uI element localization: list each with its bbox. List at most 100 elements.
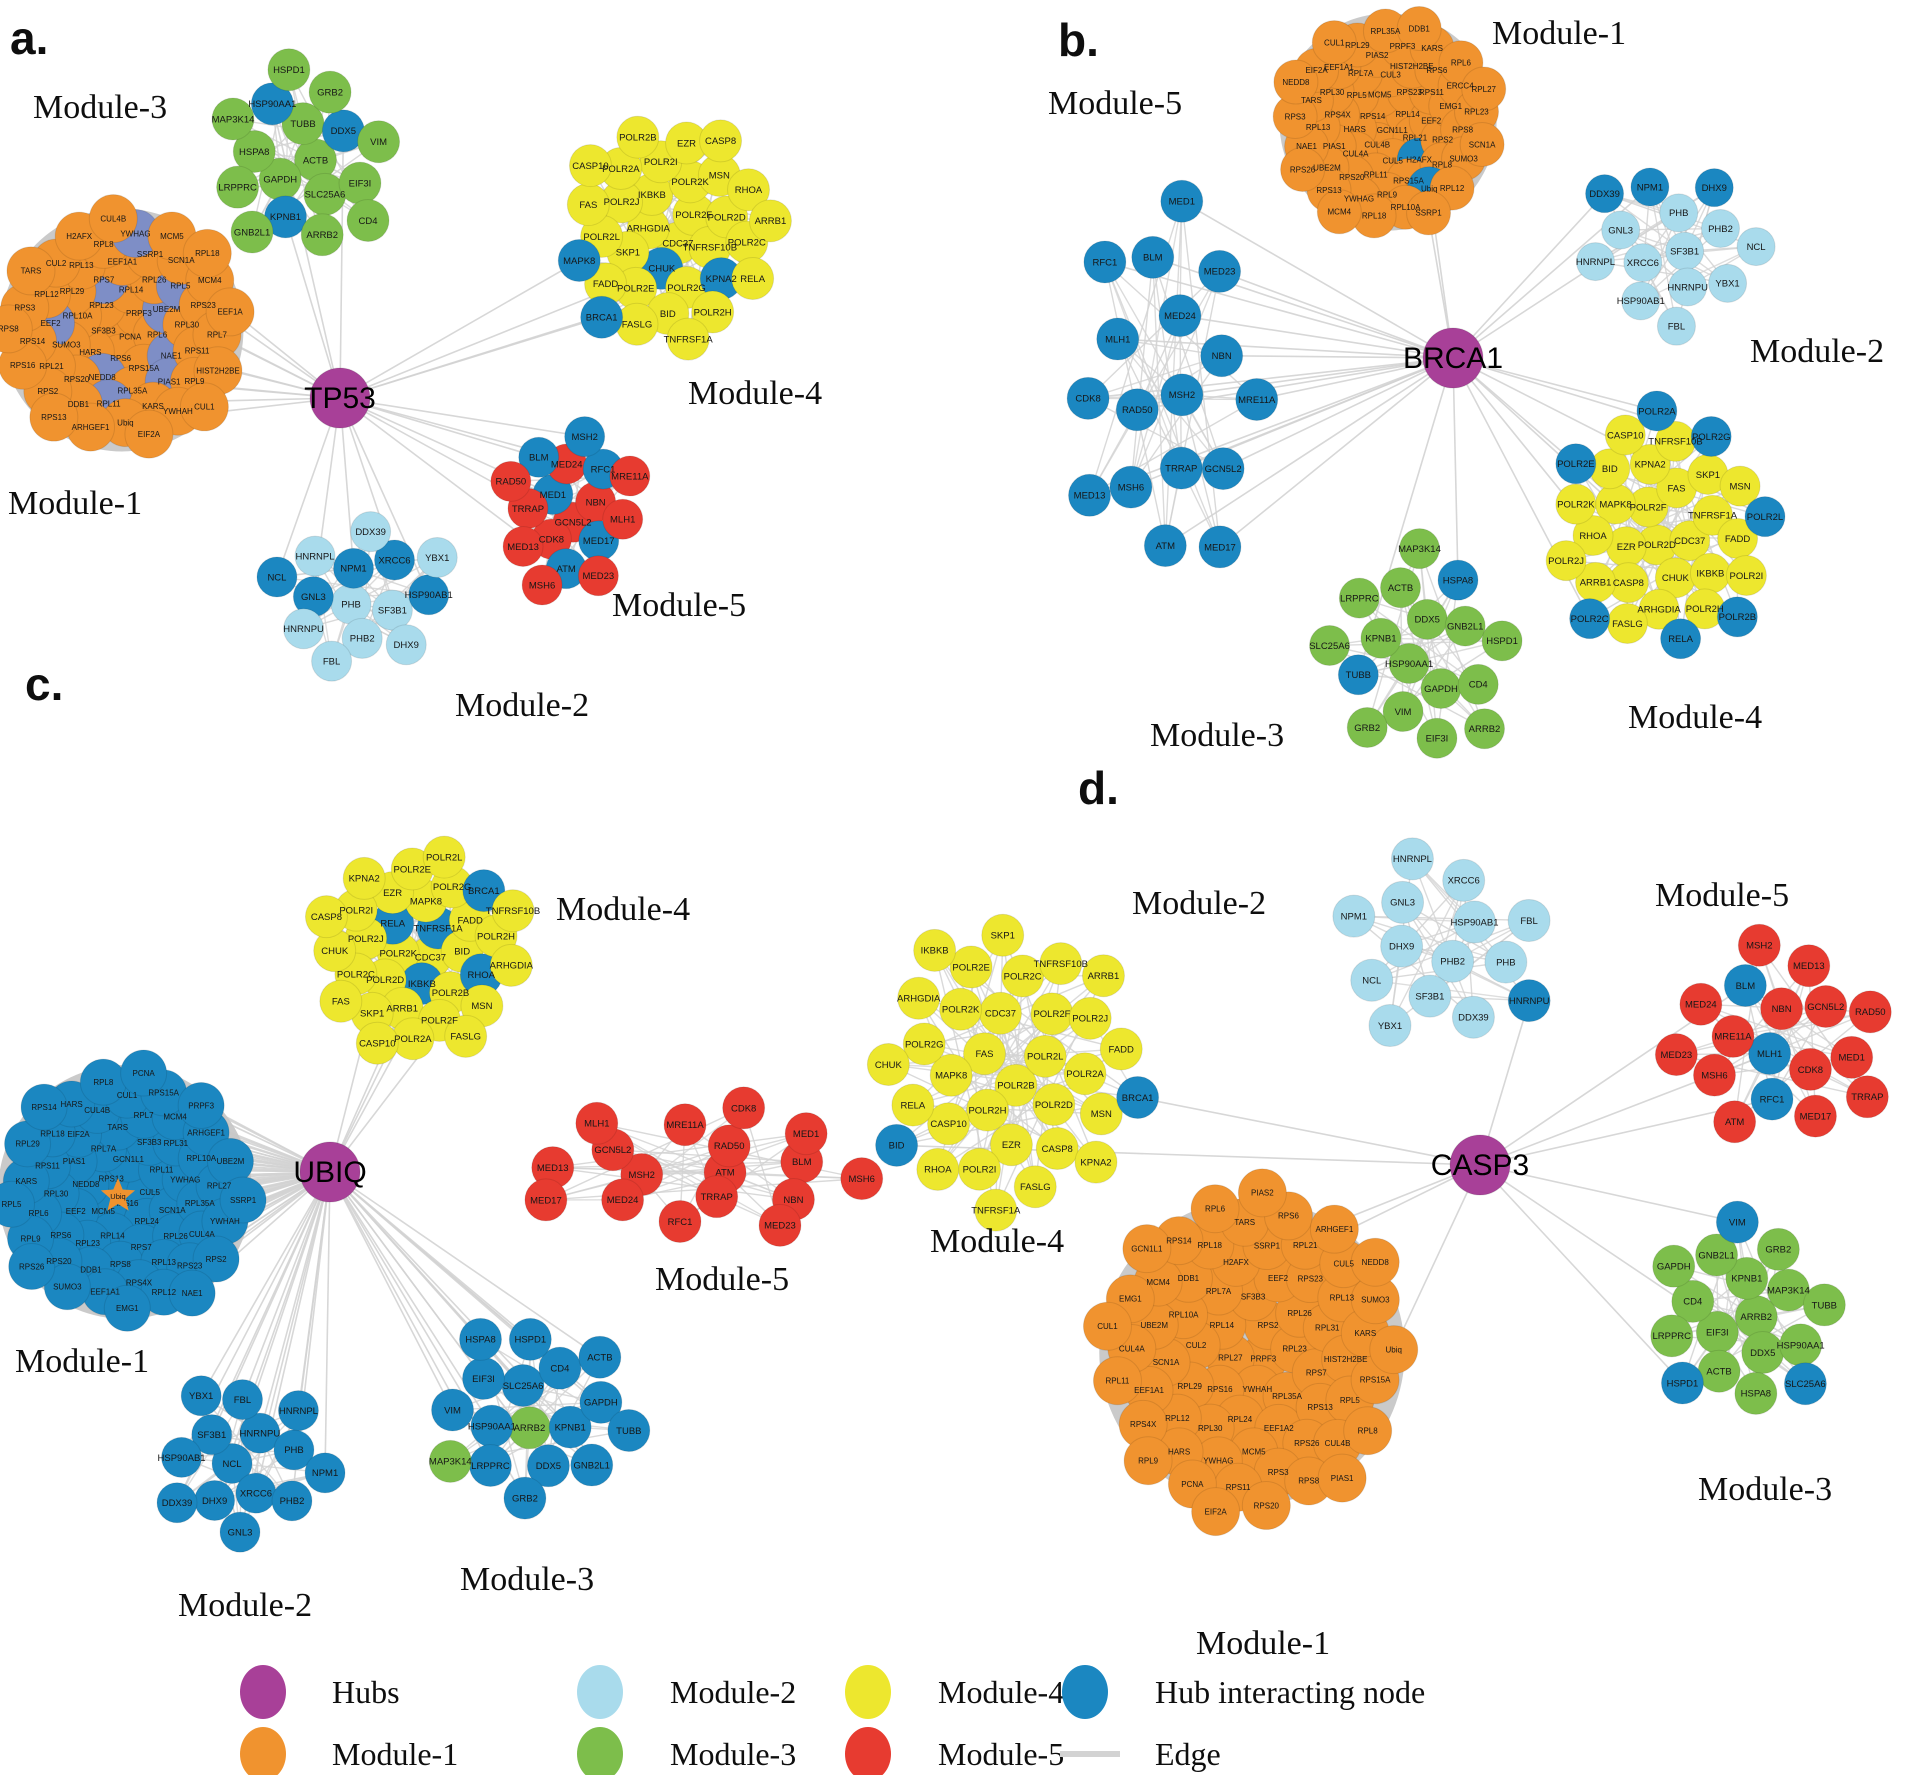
- gene-node-label: FASLG: [622, 320, 653, 331]
- gene-node-label: PHB: [341, 599, 361, 610]
- gene-node: [0, 1180, 35, 1228]
- panel-letter: a.: [10, 12, 48, 64]
- gene-node: [221, 1379, 263, 1421]
- gene-node-label: KPNA2: [706, 274, 737, 285]
- gene-node: [607, 1408, 651, 1452]
- gene-node: [981, 913, 1025, 957]
- gene-node-label: VIM: [1729, 1217, 1746, 1228]
- gene-node: [616, 115, 660, 159]
- gene-node: [444, 1014, 488, 1058]
- module-caption: Module-5: [612, 587, 746, 624]
- gene-node: [758, 1203, 802, 1247]
- gene-node-label: MED1: [793, 1129, 819, 1140]
- gene-node-label: RPL29: [1178, 1382, 1203, 1391]
- edge: [200, 1171, 331, 1397]
- gene-node: [1079, 1092, 1123, 1136]
- edge: [303, 556, 438, 630]
- gene-node-label: RPS11: [185, 346, 210, 355]
- gene-node-label: HSPD1: [1667, 1378, 1699, 1389]
- gene-node: [1416, 717, 1458, 759]
- gene-node: [521, 564, 563, 606]
- gene-node: [1451, 995, 1495, 1039]
- edge: [1452, 357, 1658, 412]
- gene-node-label: DDX5: [1750, 1348, 1775, 1359]
- gene-node: [1350, 958, 1394, 1002]
- gene-node: [267, 48, 311, 92]
- gene-node-label: FADD: [458, 916, 483, 927]
- gene-node-label: POLR2D: [366, 975, 404, 986]
- gene-node-label: GNB2L1: [1447, 621, 1483, 632]
- gene-node-label: KARS: [142, 402, 164, 411]
- gene-node-label: SSRP1: [1254, 1241, 1281, 1250]
- gene-node: [1381, 880, 1425, 924]
- gene-node-label: GRB2: [317, 87, 343, 98]
- gene-node: [1109, 465, 1153, 509]
- gene-node-label: RPL6: [147, 331, 168, 340]
- gene-node-label: PCNA: [133, 1069, 156, 1078]
- gene-node-label: CASP10: [572, 161, 608, 172]
- gene-node-label: HSPA8: [1443, 575, 1473, 586]
- gene-node: [748, 199, 792, 243]
- gene-node: [974, 1188, 1018, 1232]
- edge: [284, 216, 341, 399]
- edge: [329, 1171, 601, 1358]
- gene-node-label: CUL4A: [189, 1230, 215, 1239]
- gene-node: [1032, 1083, 1076, 1127]
- gene-node-label: ARRB1: [386, 1004, 418, 1015]
- gene-node-label: YWHAG: [170, 1176, 200, 1185]
- gene-node-label: RPL29: [60, 287, 85, 296]
- gene-node-label: XRCC6: [1448, 876, 1480, 887]
- gene-node-label: NPM1: [1341, 911, 1367, 922]
- gene-node-label: HSP90AA1: [468, 1421, 516, 1432]
- gene-node-label: RAD50: [1122, 405, 1153, 416]
- gene-node-label: NEDD8: [1362, 1258, 1390, 1267]
- gene-node-label: RPS26: [1290, 165, 1316, 174]
- gene-node-label: EEF2: [1268, 1274, 1289, 1283]
- gene-node-label: RPS3: [1268, 1468, 1289, 1477]
- gene-node-label: RPL29: [1345, 41, 1370, 50]
- gene-node: [699, 119, 743, 163]
- gene-node-label: CHUK: [1662, 573, 1690, 584]
- gene-node-label: RPS23: [1298, 1274, 1324, 1283]
- gene-node-label: RPL30: [175, 320, 200, 329]
- gene-node-label: GRB2: [512, 1493, 538, 1504]
- edge: [339, 259, 580, 399]
- gene-node: [1317, 1453, 1367, 1503]
- gene-node: [43, 1263, 91, 1311]
- gene-node: [1848, 990, 1892, 1034]
- gene-node-label: KPNB1: [1731, 1274, 1762, 1285]
- gene-node-label: SF3B3: [91, 327, 116, 336]
- gene-node: [1760, 987, 1804, 1031]
- gene-node-label: ATM: [1156, 541, 1175, 552]
- gene-node-label: DDX5: [331, 126, 356, 137]
- edge: [1117, 338, 1454, 359]
- gene-node-label: MED17: [530, 1195, 562, 1206]
- gene-node-label: PRPF3: [1390, 42, 1416, 51]
- gene-node: [357, 120, 401, 164]
- hub-label: BRCA1: [1403, 342, 1503, 375]
- gene-node-label: Ubiq: [1421, 185, 1437, 194]
- gene-node-label: DDX39: [355, 527, 386, 538]
- gene-node-label: RFC1: [668, 1217, 693, 1228]
- gene-node: [374, 539, 416, 581]
- gene-node-label: BLM: [529, 453, 549, 464]
- gene-node: [1604, 414, 1646, 456]
- gene-node: [666, 317, 710, 361]
- edge: [552, 1166, 794, 1201]
- gene-node-label: ATM: [557, 564, 576, 575]
- gene-node-label: MSH2: [1746, 941, 1772, 952]
- gene-node-label: MAPK8: [1599, 499, 1631, 510]
- gene-node-label: DDX5: [1415, 615, 1440, 626]
- gene-node: [6, 246, 56, 296]
- gene-node-label: CUL4B: [84, 1106, 110, 1115]
- gene-node-label: RPL24: [135, 1217, 160, 1226]
- edge: [214, 1410, 299, 1501]
- gene-node-label: CUL3: [1380, 71, 1401, 80]
- gene-node: [191, 1414, 233, 1456]
- gene-node-label: RPL27: [207, 1182, 232, 1191]
- gene-node-label: CDK8: [1798, 1065, 1823, 1076]
- gene-node-label: RAD50: [1855, 1007, 1886, 1018]
- gene-node: [1711, 1014, 1755, 1058]
- gene-node-label: SKP1: [1696, 470, 1720, 481]
- edge: [1700, 1003, 1852, 1058]
